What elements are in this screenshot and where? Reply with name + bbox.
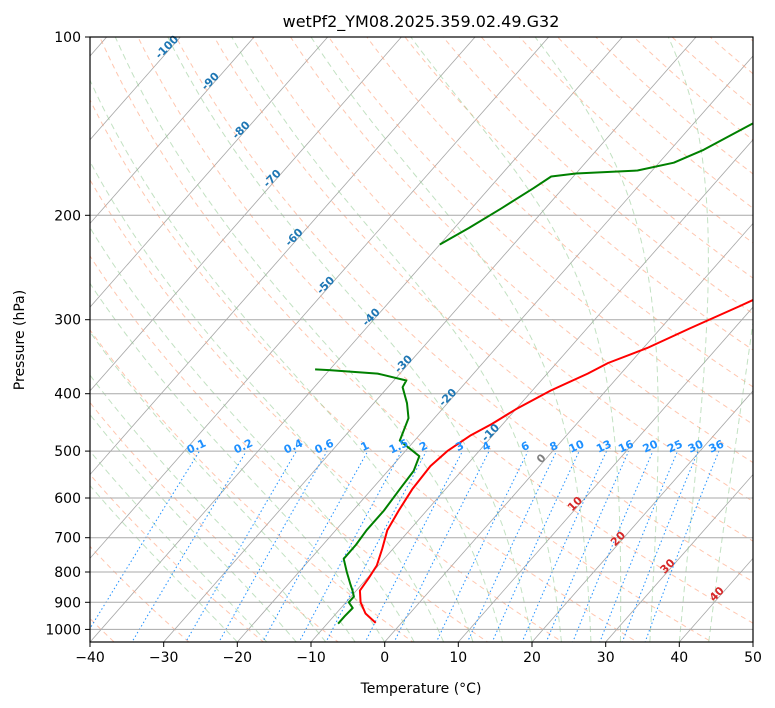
moist-adiabat-line [90,226,415,642]
dry-adiabat-line [251,37,753,503]
x-tick-label: 10 [449,650,467,666]
moist-adiabat-line [231,37,562,642]
dry-adiabat-line [90,545,190,642]
temperature-trace [358,298,753,624]
isotherm-line [605,473,753,642]
mixing-ratio-label: 13 [594,437,613,455]
dry-adiabat-line [289,37,753,464]
dry-adiabat-line [99,37,713,642]
y-axis-label: Pressure (hPa) [12,290,28,390]
moist-adiabat-line [667,37,709,642]
dry-adiabat-line [137,37,753,624]
isotherm-line [90,37,402,392]
mixing-ratio-label: 36 [707,437,727,455]
x-tick-label: 30 [597,650,615,666]
x-tick-label: 50 [744,650,762,666]
dewpoint-trace [315,368,421,625]
mixing-ratio-label: 25 [665,437,684,455]
moist-adiabat-line [90,450,268,642]
isotherm-line [90,37,255,225]
isotherm-line [90,37,476,476]
isotherm-line [457,306,753,642]
moist-adiabat-line [310,37,592,642]
y-tick-label: 300 [54,313,81,329]
y-tick-label: 400 [54,387,81,403]
isotherm-line [90,37,623,642]
dry-adiabat-line [90,473,265,642]
y-tick-label: 100 [54,30,81,46]
y-tick-label: 800 [54,565,81,581]
y-tick-label: 900 [54,595,81,611]
isotherm-line [90,37,181,141]
y-tick-label: 500 [54,444,81,460]
pressure-grid [90,37,753,630]
mixing-ratio-label: 16 [616,437,636,455]
mixing-ratio-label: 20 [641,437,661,455]
moist-adiabat-line [90,78,474,642]
moist-adiabat-line [90,331,356,642]
chart-title: wetPf2_YM08.2025.359.02.49.G32 [283,12,560,32]
dry-adiabat-line [90,178,564,642]
y-tick-label: 1000 [45,622,81,638]
moist-adiabat-line [410,37,622,642]
moist-adiabat-line [114,37,503,642]
moist-adiabat-line [90,413,297,642]
isotherm-line [236,55,753,642]
isotherm-line [384,222,753,642]
isotherm-line [163,37,697,642]
x-tick-label: −10 [296,650,326,666]
moist-adiabat-line [90,160,445,642]
y-tick-label: 200 [54,208,81,224]
dry-adiabat-line [442,37,753,315]
mixing-ratio-label: 10 [567,437,587,455]
y-axis: 100 200 300 400 500 600 700 800 900 1000 [45,30,90,638]
moist-adiabat-line [90,484,238,642]
moist-adiabat-line [534,37,659,642]
plot-frame [89,36,754,643]
x-tick-label: 0 [380,650,389,666]
x-tick-label: −40 [75,650,105,666]
moist-adiabat-line [167,37,533,642]
dry-adiabat-line [90,255,489,642]
x-axis-label: Temperature (°C) [360,681,482,697]
isotherm-line [310,139,753,642]
moist-adiabat-line [90,282,386,642]
moist-adiabat-line [708,318,753,642]
sounding-series [315,122,753,625]
y-tick-label: 700 [54,531,81,547]
mixing-ratio-label: 30 [686,437,706,455]
x-tick-label: 20 [523,650,541,666]
isotherm-line [531,390,753,642]
dry-adiabat-line [366,37,753,388]
isotherm-line [90,37,550,559]
x-tick-label: −20 [223,650,253,666]
background-lines [90,37,753,642]
x-tick-label: 40 [670,650,688,666]
dry-adiabat-line [213,37,753,542]
moist-adiabat-line [90,374,327,642]
x-axis: −40 −30 −20 −10 0 10 20 30 40 50 [75,642,762,666]
x-tick-label: −30 [149,650,179,666]
y-tick-label: 600 [54,491,81,507]
dewpoint-trace [439,122,753,246]
isotherm-line [90,37,329,308]
